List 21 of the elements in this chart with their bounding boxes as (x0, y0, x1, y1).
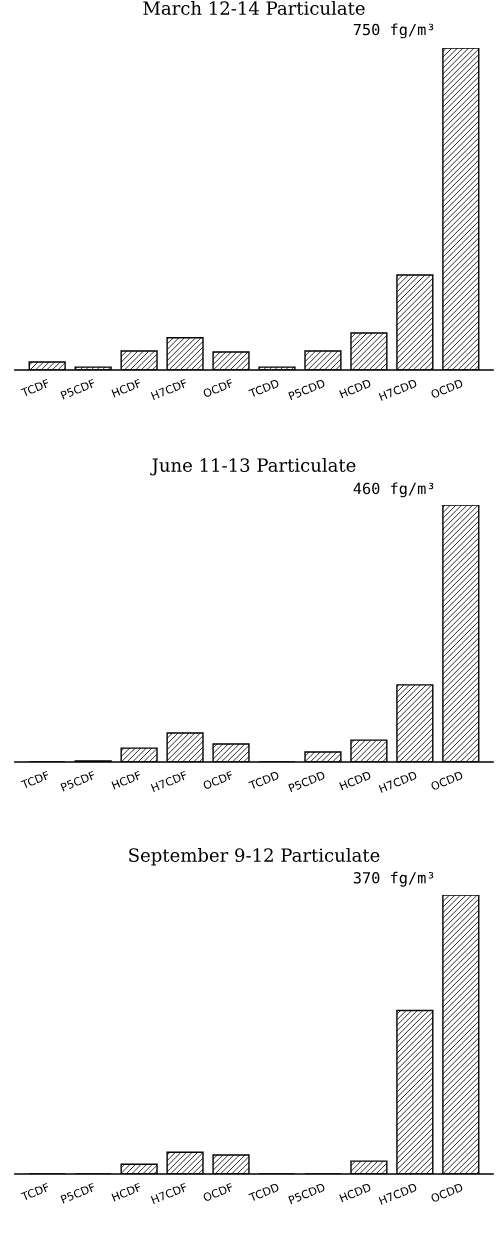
x-tick-label: OCDD (430, 770, 464, 791)
text: 460 fg/m³ (353, 482, 434, 498)
x-tick-label: OCDF (202, 1182, 234, 1202)
chart-title: June 11-13 Particulate (150, 457, 356, 476)
x-tick-label: TCDD (248, 770, 280, 790)
x-tick-label: HCDD (339, 378, 372, 399)
x-tick-label: OCDD (430, 378, 464, 399)
x-tick-label: TCDD (248, 1182, 280, 1202)
x-tick-label: OCDF (202, 770, 234, 790)
x-tick-label: TCDF (20, 378, 50, 398)
x-tick-label: HCDD (339, 770, 372, 791)
x-tick-label: OCDD (430, 1182, 464, 1203)
chart-title: September 9-12 Particulate (129, 847, 380, 866)
x-tick-label: OCDF (202, 378, 234, 398)
chart-title: March 12-14 Particulate (143, 0, 365, 15)
x-tick-label: HCDD (339, 1182, 372, 1203)
x-tick-label: TCDF (20, 1182, 50, 1202)
text: 750 fg/m³ (353, 23, 434, 39)
x-tick-label: TCDF (20, 770, 50, 790)
text: 370 fg/m³ (353, 871, 434, 887)
x-tick-label: TCDD (248, 378, 280, 398)
